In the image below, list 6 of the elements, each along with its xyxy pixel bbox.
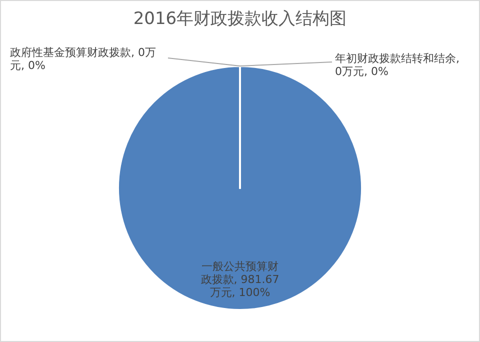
category-label: 政府性基金预算财政拨款, 0万 [10,46,156,59]
text: 0万元, 0% [335,65,388,78]
chart-title: 2016年财政拨款收入结构图 [133,9,347,29]
slice-label: 一般公共预算财政拨款, 981.67万元, 100% [200,260,280,300]
text: 元, 0% [10,59,46,72]
category-label: 年初财政拨款结转和结余, [335,52,460,65]
